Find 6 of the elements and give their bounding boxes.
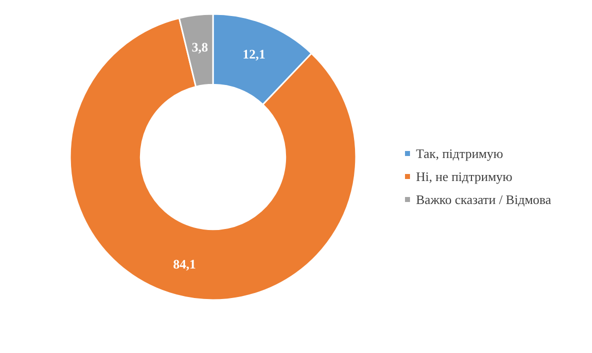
- legend-label: Ні, не підтримую: [416, 169, 513, 184]
- data-label: 84,1: [173, 256, 196, 272]
- data-label: 12,1: [242, 46, 266, 62]
- legend-label: Важко сказати / Відмова: [416, 192, 552, 207]
- data-label: 3,8: [192, 40, 208, 55]
- legend-label: Так, підтримую: [416, 146, 504, 161]
